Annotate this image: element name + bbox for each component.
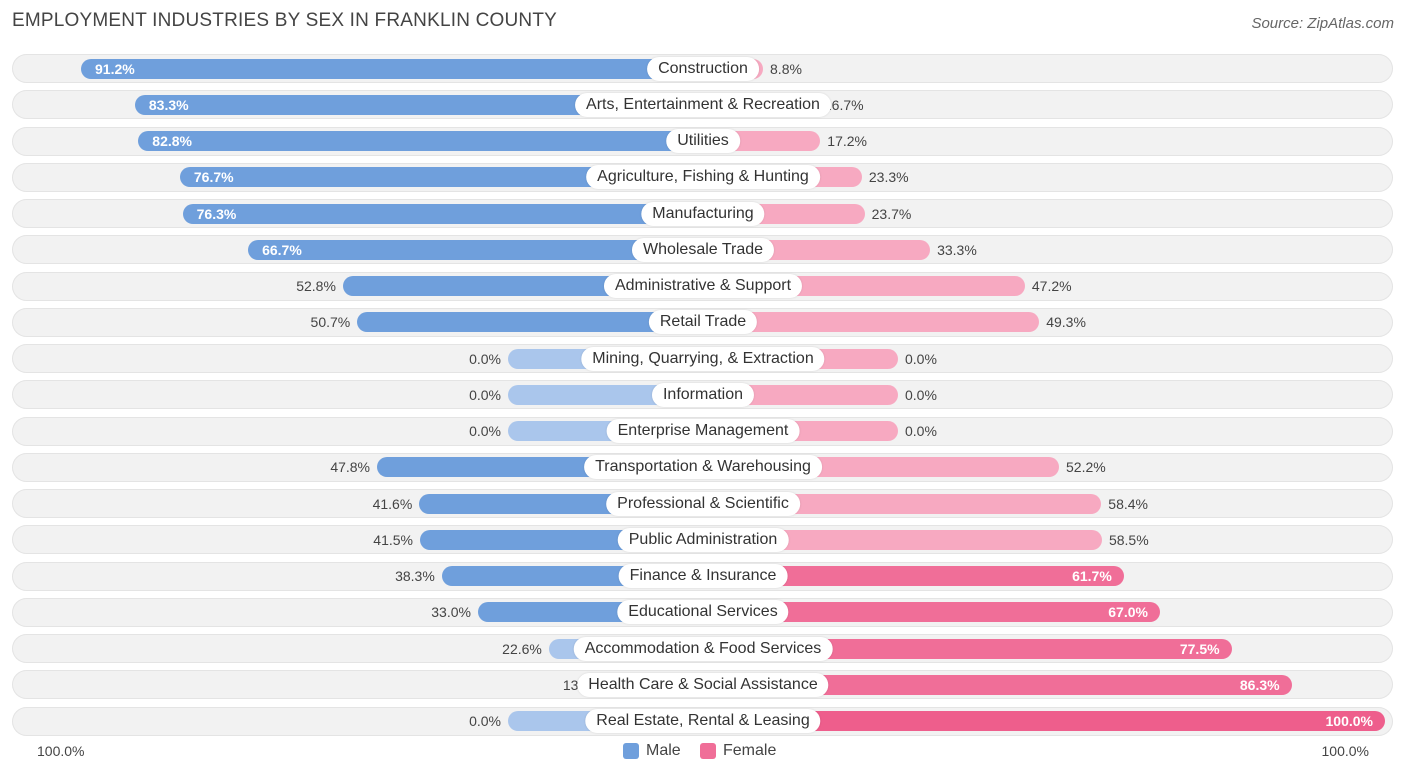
legend-item-female[interactable]: Female bbox=[700, 742, 776, 760]
bar-female[interactable] bbox=[703, 602, 1160, 623]
value-label-female: 67.0% bbox=[1108, 604, 1148, 621]
category-label: Educational Services bbox=[617, 600, 789, 625]
value-label-female: 86.3% bbox=[1239, 676, 1280, 693]
value-label-female: 52.2% bbox=[1066, 459, 1106, 476]
category-label: Enterprise Management bbox=[606, 419, 800, 443]
value-label-male: 22.6% bbox=[502, 640, 542, 657]
value-label-female: 77.5% bbox=[1179, 640, 1220, 657]
bar-male[interactable] bbox=[138, 131, 703, 151]
value-label-female: 47.2% bbox=[1031, 278, 1072, 294]
category-label: Transportation & Warehousing bbox=[584, 455, 822, 480]
legend: Male Female bbox=[0, 742, 1406, 762]
value-label-female: 23.3% bbox=[868, 169, 909, 186]
bar-female[interactable] bbox=[703, 674, 1292, 695]
bar-female[interactable] bbox=[703, 493, 1102, 514]
category-label: Health Care & Social Assistance bbox=[577, 672, 829, 697]
category-label: Arts, Entertainment & Recreation bbox=[575, 92, 831, 117]
bar-male[interactable] bbox=[81, 58, 703, 79]
value-label-male: 41.6% bbox=[372, 495, 413, 512]
value-label-female: 61.7% bbox=[1072, 568, 1112, 584]
legend-swatch-female bbox=[700, 743, 716, 759]
value-label-male: 38.3% bbox=[395, 568, 435, 584]
category-label: Wholesale Trade bbox=[631, 237, 775, 262]
category-label: Agriculture, Fishing & Hunting bbox=[586, 165, 820, 190]
value-label-male: 66.7% bbox=[262, 241, 302, 258]
value-label-male: 0.0% bbox=[469, 386, 501, 403]
value-label-male: 0.0% bbox=[469, 713, 501, 729]
value-label-male: 76.7% bbox=[193, 169, 234, 186]
category-label: Information bbox=[651, 382, 755, 407]
category-label: Mining, Quarrying, & Extraction bbox=[581, 346, 825, 371]
value-label-female: 23.7% bbox=[871, 205, 912, 222]
value-label-female: 58.5% bbox=[1108, 531, 1149, 548]
bar-male[interactable] bbox=[179, 167, 703, 188]
value-label-male: 52.8% bbox=[296, 278, 336, 294]
category-label: Finance & Insurance bbox=[618, 564, 788, 588]
value-label-male: 47.8% bbox=[330, 459, 371, 476]
bar-female[interactable] bbox=[703, 529, 1102, 550]
value-label-female: 33.3% bbox=[937, 241, 977, 258]
legend-label-male: Male bbox=[646, 742, 681, 759]
value-label-female: 16.7% bbox=[823, 96, 864, 113]
axis-right-label: 100.0% bbox=[1321, 743, 1369, 759]
value-label-female: 0.0% bbox=[905, 386, 937, 403]
value-label-male: 41.5% bbox=[373, 531, 413, 548]
bar-female[interactable] bbox=[703, 638, 1232, 659]
bar-male[interactable] bbox=[248, 239, 703, 260]
bar-female[interactable] bbox=[703, 312, 1040, 333]
value-label-male: 82.8% bbox=[152, 133, 192, 149]
value-label-female: 49.3% bbox=[1046, 314, 1086, 331]
category-label: Retail Trade bbox=[648, 310, 758, 335]
legend-swatch-male bbox=[623, 743, 639, 759]
value-label-male: 76.3% bbox=[196, 205, 237, 222]
value-label-male: 0.0% bbox=[469, 350, 501, 367]
source-label: Source: ZipAtlas.com bbox=[1251, 15, 1394, 32]
legend-label-female: Female bbox=[723, 742, 777, 759]
chart-title: EMPLOYMENT INDUSTRIES BY SEX IN FRANKLIN… bbox=[12, 10, 558, 31]
bar-female[interactable] bbox=[703, 566, 1124, 586]
value-label-female: 0.0% bbox=[905, 350, 937, 367]
category-label: Public Administration bbox=[617, 527, 789, 552]
value-label-male: 0.0% bbox=[469, 423, 501, 439]
value-label-male: 83.3% bbox=[148, 96, 189, 113]
category-label: Construction bbox=[647, 56, 759, 81]
bar-male[interactable] bbox=[134, 94, 703, 115]
axis-left-label: 100.0% bbox=[37, 743, 85, 759]
bar-female[interactable] bbox=[703, 711, 1385, 731]
bar-male[interactable] bbox=[357, 312, 703, 333]
value-label-male: 50.7% bbox=[310, 314, 351, 331]
value-label-female: 0.0% bbox=[905, 423, 937, 439]
category-label: Utilities bbox=[666, 129, 740, 153]
value-label-female: 8.8% bbox=[770, 60, 802, 77]
category-label: Professional & Scientific bbox=[606, 491, 800, 516]
category-label: Manufacturing bbox=[641, 201, 765, 226]
value-label-male: 91.2% bbox=[95, 60, 135, 77]
category-label: Real Estate, Rental & Leasing bbox=[585, 709, 821, 733]
value-label-female: 58.4% bbox=[1108, 495, 1148, 512]
bar-male[interactable] bbox=[182, 203, 703, 224]
value-label-female: 100.0% bbox=[1325, 713, 1373, 729]
value-label-female: 17.2% bbox=[827, 133, 867, 149]
legend-item-male[interactable]: Male bbox=[623, 742, 681, 760]
category-label: Administrative & Support bbox=[603, 274, 803, 298]
value-label-male: 33.0% bbox=[431, 604, 471, 621]
category-label: Accommodation & Food Services bbox=[573, 636, 833, 661]
